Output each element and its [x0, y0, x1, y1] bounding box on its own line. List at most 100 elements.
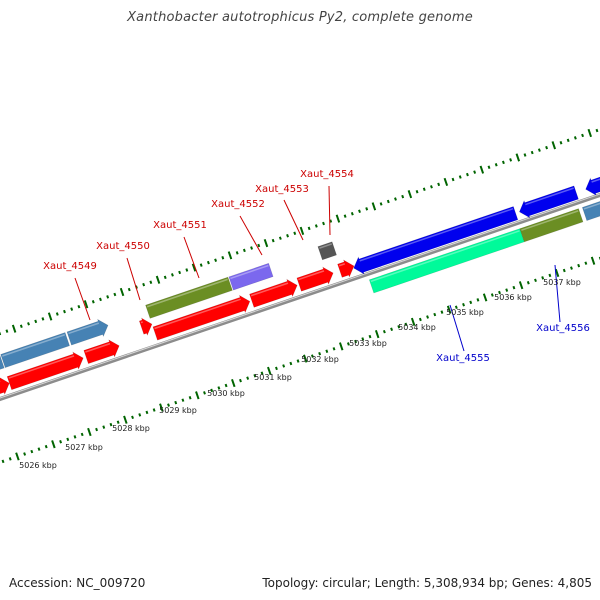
lower-track-tick	[410, 317, 416, 327]
upper-track-tick	[5, 329, 9, 333]
upper-track-tick	[70, 307, 74, 311]
lower-track-tick	[482, 293, 488, 302]
upper-track-tick	[494, 163, 498, 167]
upper-track-tick	[509, 158, 513, 162]
upper-track-tick	[437, 182, 441, 187]
feature-track[interactable]	[0, 164, 600, 407]
gene-label-xaut_4550[interactable]: Xaut_4550	[96, 241, 150, 252]
feature-highlight	[2, 334, 66, 357]
feature-gene-1[interactable]	[0, 332, 70, 369]
lower-track-tick	[174, 400, 178, 405]
leader-xaut_4552	[239, 215, 263, 256]
lower-track-tick	[426, 315, 429, 319]
feature-cds-small[interactable]	[138, 317, 153, 337]
upper-track-tick	[307, 226, 311, 231]
lower-track-tick	[433, 312, 437, 317]
feature-gene-10[interactable]	[585, 164, 600, 196]
feature-gene-0[interactable]	[0, 354, 5, 386]
lower-track-tick	[131, 415, 134, 420]
feature-cds-3[interactable]	[152, 294, 251, 341]
upper-track-tick	[206, 260, 210, 265]
upper-track-tick	[422, 187, 426, 192]
lower-track-tick	[239, 378, 242, 383]
lower-track-tick	[44, 444, 48, 449]
lower-track-tick	[109, 422, 113, 427]
feature-gene-9[interactable]	[519, 185, 579, 219]
upper-track-tick	[178, 270, 182, 275]
leader-xaut_4550	[126, 257, 141, 301]
feature-gene-8[interactable]	[519, 208, 584, 243]
lower-track-tick	[167, 403, 170, 407]
feature-highlight	[68, 322, 100, 335]
lower-track-tick	[116, 420, 120, 424]
upper-track-tick	[335, 214, 341, 223]
upper-track-tick	[149, 280, 153, 284]
feature-highlight	[583, 202, 600, 210]
lower-track-tick	[325, 349, 329, 353]
lower-track-tick	[145, 410, 149, 415]
lower-track-tick	[397, 325, 401, 329]
gene-label-xaut_4551[interactable]: Xaut_4551	[153, 220, 207, 231]
lower-track-tick	[526, 281, 530, 285]
gene-label-xaut_4549[interactable]: Xaut_4549	[43, 261, 97, 272]
upper-track-tick	[257, 243, 261, 248]
upper-track-tick	[545, 145, 549, 150]
feature-gene-5[interactable]	[317, 241, 337, 261]
feature-cds-4[interactable]	[249, 278, 298, 308]
gene-label-xaut_4552[interactable]: Xaut_4552	[211, 199, 265, 210]
lower-track-tick	[338, 342, 344, 351]
backbone-highlight	[0, 193, 600, 399]
upper-track-tick	[250, 246, 254, 250]
feature-gene-11[interactable]	[581, 186, 600, 221]
gene-label-xaut_4556[interactable]: Xaut_4556	[536, 323, 590, 334]
upper-track-tick	[386, 199, 390, 204]
gene-label-xaut_4553[interactable]: Xaut_4553	[255, 184, 309, 195]
kbp-label: 5034 kbp	[398, 323, 436, 332]
lower-track-tick	[267, 366, 272, 375]
feature-highlight	[359, 208, 514, 262]
lower-track-tick	[87, 427, 92, 437]
feature-cds-2[interactable]	[83, 339, 120, 365]
feature-highlight	[370, 230, 520, 283]
feature-cds-5[interactable]	[296, 266, 334, 292]
feature-highlight	[8, 355, 75, 379]
upper-track-tick	[263, 238, 269, 248]
feature-highlight	[230, 264, 269, 280]
backbone-line	[0, 192, 600, 402]
lower-track-tick	[59, 440, 63, 444]
lower-track-tick	[584, 261, 588, 265]
upper-track-tick	[278, 236, 282, 240]
lower-track-tick	[512, 285, 516, 290]
feature-cds-6[interactable]	[337, 259, 355, 278]
lower-track-tick	[534, 278, 537, 283]
lower-track-tick	[469, 300, 473, 305]
upper-track-tick	[443, 177, 449, 187]
lower-track-tick	[454, 305, 458, 309]
feature-cds-1[interactable]	[6, 351, 84, 391]
upper-track-tick	[551, 141, 557, 150]
label-leader-lines	[74, 185, 561, 352]
gene-label-xaut_4554[interactable]: Xaut_4554	[300, 169, 354, 180]
lower-track-tick	[311, 354, 314, 358]
lower-track-tick	[73, 435, 77, 439]
feature-gene-6[interactable]	[353, 206, 519, 275]
feature-cds-0[interactable]	[0, 377, 10, 407]
upper-track-tick	[127, 287, 131, 292]
lower-track-tick	[8, 457, 12, 461]
feature-gene-4[interactable]	[228, 262, 274, 291]
upper-track-tick	[83, 300, 89, 309]
upper-track-tick	[47, 312, 53, 321]
upper-track-tick	[566, 138, 570, 143]
feature-highlight	[85, 342, 111, 353]
lower-track-tick	[382, 329, 386, 334]
upper-track-tick	[170, 273, 174, 277]
kbp-label: 5031 kbp	[254, 373, 292, 382]
upper-track-tick	[99, 297, 102, 302]
kbp-label: 5033 kbp	[349, 339, 387, 348]
feature-gene-3[interactable]	[145, 276, 233, 319]
gene-label-xaut_4555[interactable]: Xaut_4555	[436, 353, 490, 364]
feature-gene-2[interactable]	[66, 318, 109, 346]
upper-track-tick	[371, 202, 377, 211]
